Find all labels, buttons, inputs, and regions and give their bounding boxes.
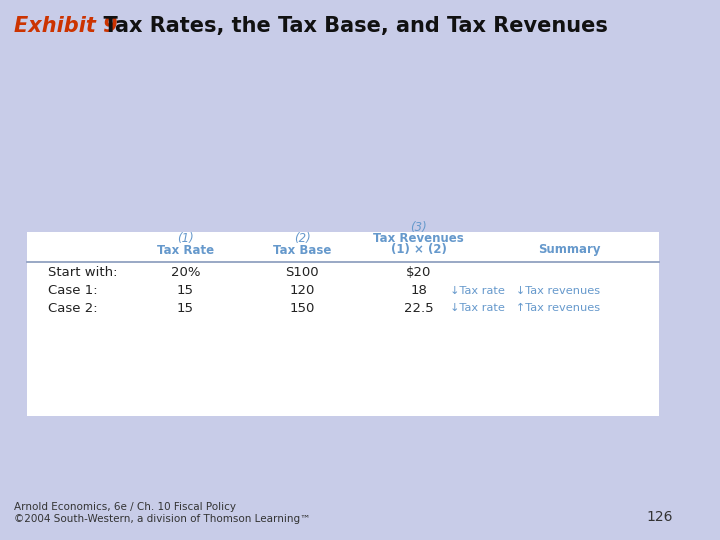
Text: $20: $20 bbox=[406, 266, 431, 279]
Text: Tax Rate: Tax Rate bbox=[157, 244, 214, 256]
Text: 18: 18 bbox=[410, 284, 427, 297]
Text: Tax Rates, the Tax Base, and Tax Revenues: Tax Rates, the Tax Base, and Tax Revenue… bbox=[89, 16, 608, 36]
Text: 126: 126 bbox=[647, 510, 673, 524]
Text: Exhibit 9: Exhibit 9 bbox=[14, 16, 117, 36]
Text: 22.5: 22.5 bbox=[404, 302, 433, 315]
Text: 15: 15 bbox=[177, 284, 194, 297]
Text: 120: 120 bbox=[289, 284, 315, 297]
Text: (1): (1) bbox=[177, 232, 194, 245]
Text: (1) × (2): (1) × (2) bbox=[391, 244, 446, 256]
Text: Start with:: Start with: bbox=[48, 266, 117, 279]
Text: (2): (2) bbox=[294, 232, 310, 245]
Text: Arnold Economics, 6e / Ch. 10 Fiscal Policy
©2004 South-Western, a division of T: Arnold Economics, 6e / Ch. 10 Fiscal Pol… bbox=[14, 502, 310, 524]
Text: Summary: Summary bbox=[539, 244, 601, 256]
Text: 15: 15 bbox=[177, 302, 194, 315]
Text: Tax Base: Tax Base bbox=[273, 244, 331, 256]
Text: (3): (3) bbox=[410, 221, 427, 234]
FancyBboxPatch shape bbox=[27, 232, 659, 416]
Text: ↓Tax rate   ↑Tax revenues: ↓Tax rate ↑Tax revenues bbox=[450, 303, 600, 313]
Text: Case 1:: Case 1: bbox=[48, 284, 98, 297]
Text: 150: 150 bbox=[289, 302, 315, 315]
Text: ↓Tax rate   ↓Tax revenues: ↓Tax rate ↓Tax revenues bbox=[450, 286, 600, 295]
Text: S100: S100 bbox=[285, 266, 319, 279]
Text: Tax Revenues: Tax Revenues bbox=[374, 232, 464, 245]
Text: 20%: 20% bbox=[171, 266, 200, 279]
Text: Case 2:: Case 2: bbox=[48, 302, 98, 315]
